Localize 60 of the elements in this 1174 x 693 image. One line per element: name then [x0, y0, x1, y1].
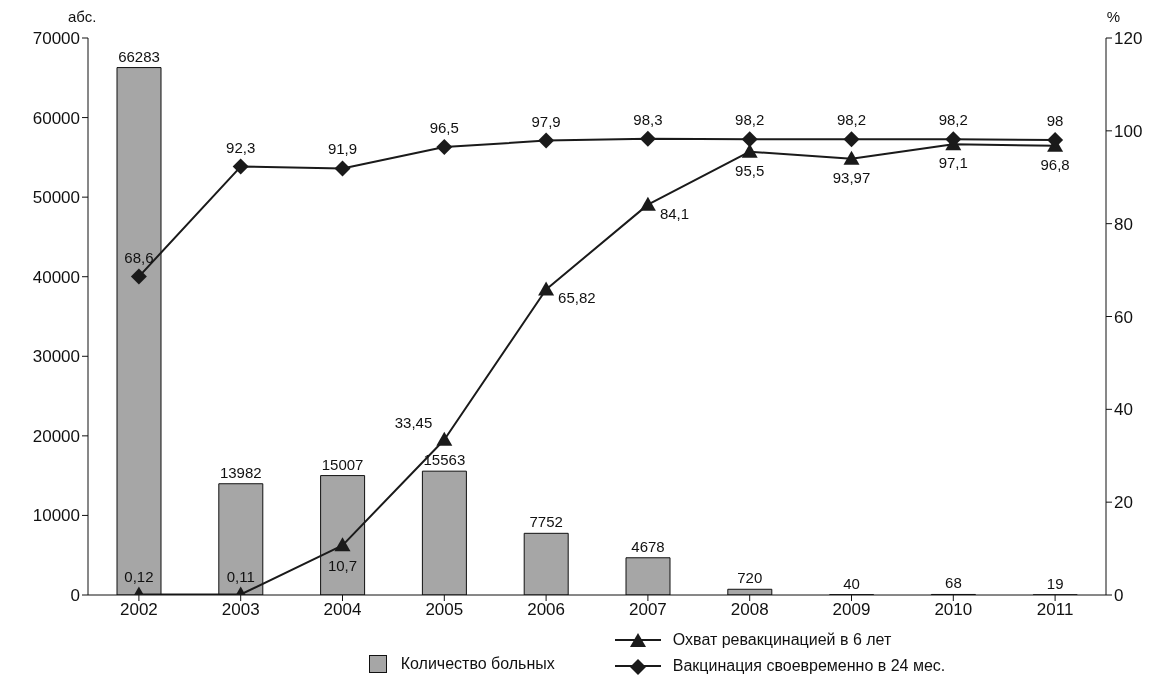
data-label: 65,82	[558, 289, 596, 307]
x-tick-label: 2006	[527, 600, 566, 620]
data-label: 84,1	[659, 204, 690, 222]
y2-tick-label: 20	[1114, 493, 1133, 513]
data-label: 0,12	[124, 568, 154, 586]
data-label: 91,9	[327, 140, 358, 158]
y-tick-label: 30000	[32, 347, 80, 367]
data-label: 15563	[423, 451, 466, 469]
y2-tick-label: 40	[1114, 400, 1133, 420]
data-label: 68,6	[124, 248, 154, 266]
y2-tick-label: 80	[1114, 214, 1133, 234]
y-tick-label: 50000	[32, 188, 80, 208]
data-label: 97,1	[938, 154, 968, 172]
data-label: 95,5	[735, 161, 765, 179]
y2-tick-label: 100	[1114, 121, 1143, 141]
x-tick-label: 2007	[628, 600, 667, 620]
x-tick-label: 2005	[425, 600, 464, 620]
y2-axis-title: %	[1106, 8, 1120, 25]
data-label: 98,2	[735, 111, 765, 129]
x-tick-label: 2002	[119, 600, 158, 620]
data-label: 97,9	[531, 112, 561, 130]
y2-tick-label: 60	[1114, 307, 1133, 327]
data-label: 720	[737, 569, 763, 587]
y-tick-label: 20000	[32, 426, 80, 446]
data-label: 10,7	[327, 557, 358, 575]
data-label: 13982	[219, 463, 262, 481]
data-label: 96,5	[429, 119, 459, 137]
y-tick-label: 60000	[32, 108, 80, 128]
data-label: 98	[1046, 112, 1064, 130]
y-tick-label: 70000	[32, 29, 80, 49]
x-tick-label: 2003	[221, 600, 260, 620]
x-tick-label: 2008	[730, 600, 769, 620]
x-tick-label: 2009	[832, 600, 871, 620]
legend-label: Количество больных	[400, 655, 555, 673]
data-label: 0,11	[226, 568, 255, 586]
data-label: 92,3	[226, 138, 256, 156]
data-label: 33,45	[394, 413, 433, 431]
data-label: 98,2	[836, 111, 867, 129]
y-tick-label: 40000	[32, 267, 80, 287]
y-tick-label: 0	[70, 586, 80, 606]
legend-label: Охват ревакцинацией в 6 лет	[672, 631, 892, 649]
data-label: 98,2	[938, 111, 968, 129]
y-tick-label: 10000	[32, 506, 80, 526]
data-label: 15007	[321, 455, 364, 473]
legend-label: Вакцинация своевременно в 24 мес.	[672, 657, 946, 675]
data-label: 66283	[118, 47, 160, 65]
x-tick-label: 2011	[1036, 600, 1074, 620]
data-label: 68	[945, 574, 962, 592]
x-tick-label: 2010	[934, 600, 973, 620]
x-tick-label: 2004	[323, 600, 362, 620]
data-label: 93,97	[832, 168, 871, 186]
y2-tick-label: 120	[1114, 29, 1143, 49]
y-axis-title: абс.	[68, 8, 97, 25]
data-label: 7752	[529, 513, 563, 531]
data-label: 4678	[631, 537, 665, 555]
data-label: 19	[1046, 574, 1064, 592]
data-label: 96,8	[1040, 155, 1070, 173]
data-label: 40	[843, 574, 860, 592]
data-label: 98,3	[633, 110, 663, 128]
y2-tick-label: 0	[1114, 586, 1124, 606]
